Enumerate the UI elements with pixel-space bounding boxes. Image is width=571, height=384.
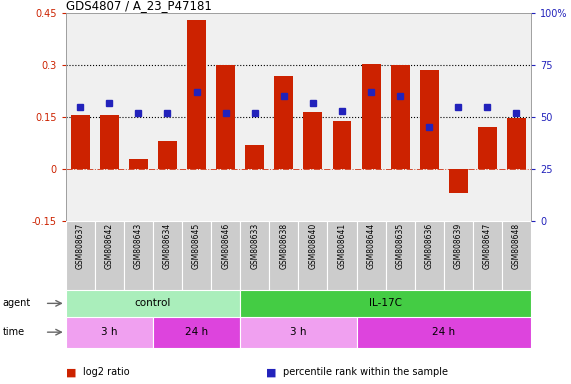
Bar [153, 317, 240, 348]
Text: GSM808635: GSM808635 [396, 223, 405, 269]
Bar [415, 221, 444, 290]
Bar [100, 115, 119, 169]
Bar [182, 221, 211, 290]
Bar [303, 112, 323, 169]
Bar [187, 20, 206, 169]
Text: GSM808645: GSM808645 [192, 223, 201, 269]
Text: ■: ■ [66, 367, 76, 377]
Text: GSM808647: GSM808647 [483, 223, 492, 269]
Bar [356, 317, 531, 348]
Bar [129, 159, 148, 169]
Bar [240, 221, 270, 290]
Bar [216, 65, 235, 169]
Bar [246, 145, 264, 169]
Text: control: control [135, 298, 171, 308]
Text: 24 h: 24 h [432, 327, 455, 337]
Bar [502, 221, 531, 290]
Text: GSM808642: GSM808642 [105, 223, 114, 269]
Text: GSM808634: GSM808634 [163, 223, 172, 269]
Text: agent: agent [3, 298, 31, 308]
Text: GSM808636: GSM808636 [425, 223, 434, 269]
Bar [444, 221, 473, 290]
Text: GSM808639: GSM808639 [454, 223, 463, 269]
Text: ■: ■ [266, 367, 276, 377]
Text: GSM808644: GSM808644 [367, 223, 376, 269]
Text: time: time [3, 327, 25, 337]
Bar [327, 221, 356, 290]
Text: 3 h: 3 h [290, 327, 307, 337]
Bar [66, 290, 240, 317]
Bar [95, 221, 124, 290]
Bar [356, 221, 385, 290]
Bar [332, 121, 351, 169]
Text: GDS4807 / A_23_P47181: GDS4807 / A_23_P47181 [66, 0, 211, 12]
Bar [507, 118, 526, 169]
Text: 3 h: 3 h [101, 327, 118, 337]
Bar [211, 221, 240, 290]
Bar [66, 317, 153, 348]
Bar [420, 70, 439, 169]
Bar [361, 63, 380, 169]
Text: GSM808641: GSM808641 [337, 223, 347, 269]
Bar [153, 221, 182, 290]
Text: GSM808640: GSM808640 [308, 223, 317, 269]
Bar [298, 221, 327, 290]
Text: 24 h: 24 h [185, 327, 208, 337]
Text: GSM808643: GSM808643 [134, 223, 143, 269]
Bar [124, 221, 153, 290]
Text: GSM808646: GSM808646 [221, 223, 230, 269]
Bar [158, 141, 177, 169]
Text: IL-17C: IL-17C [369, 298, 402, 308]
Bar [240, 317, 356, 348]
Text: GSM808638: GSM808638 [279, 223, 288, 269]
Bar [240, 290, 531, 317]
Bar [473, 221, 502, 290]
Text: GSM808648: GSM808648 [512, 223, 521, 269]
Bar [66, 221, 95, 290]
Bar [270, 221, 298, 290]
Bar [449, 169, 468, 193]
Text: GSM808633: GSM808633 [250, 223, 259, 269]
Text: percentile rank within the sample: percentile rank within the sample [283, 367, 448, 377]
Bar [478, 127, 497, 169]
Text: log2 ratio: log2 ratio [83, 367, 130, 377]
Bar [274, 76, 293, 169]
Bar [71, 115, 90, 169]
Text: GSM808637: GSM808637 [76, 223, 85, 269]
Bar [385, 221, 415, 290]
Bar [391, 65, 409, 169]
